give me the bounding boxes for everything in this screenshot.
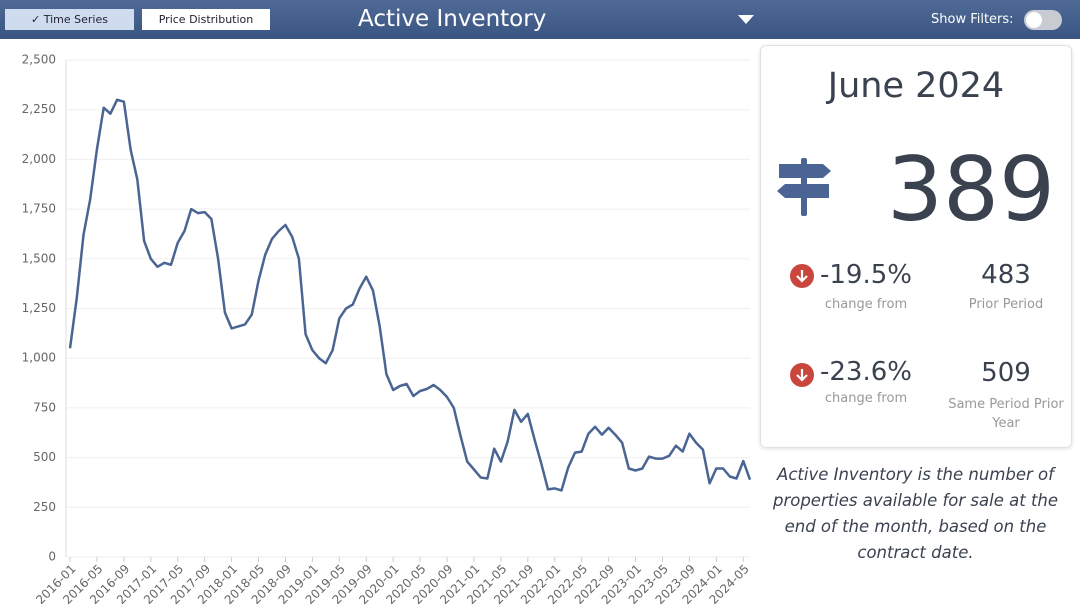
description: Active Inventory is the number of proper…: [772, 465, 1059, 562]
change-pct: -23.6%: [820, 357, 912, 387]
period: June 2024: [827, 66, 1005, 106]
kpi-value: 389: [887, 138, 1055, 241]
y-tick-label: 2,250: [22, 102, 56, 116]
tab-label: Time Series: [43, 13, 108, 26]
title: Active Inventory: [358, 6, 547, 32]
change-caption: change from: [824, 391, 908, 406]
y-tick-label: 1,250: [22, 301, 56, 315]
y-tick-label: 2,000: [22, 152, 56, 166]
y-tick-label: 0: [48, 550, 56, 564]
chart: 0 250 500 750 1,000 1,250 1,500 1,750 2,000 2,250…: [22, 53, 752, 608]
y-tick-label: 500: [33, 450, 56, 464]
dropdown[interactable]: [738, 15, 754, 24]
ref-label: Same Period Prior Year: [948, 397, 1064, 431]
y-tick-label: 750: [33, 400, 56, 414]
y-tick-label: 250: [33, 500, 56, 514]
y-tick-label: 1,500: [22, 251, 56, 265]
filter-label: Show Filters:: [931, 12, 1014, 27]
tab-time-series[interactable]: ✓ Time Series: [5, 9, 134, 30]
down-arrow: [790, 363, 814, 387]
signpost-icon: [777, 158, 831, 216]
toggle[interactable]: [1024, 10, 1062, 30]
down-arrow: [790, 264, 814, 288]
tab-price-distribution[interactable]: Price Distribution: [142, 9, 270, 30]
ref-value: 483: [981, 260, 1031, 290]
header: ✓ Time Series Price Distribution Active …: [0, 0, 1080, 39]
change-pct: -19.5%: [820, 260, 912, 290]
ref-label: Prior Period: [968, 297, 1044, 312]
y-tick-label: 1,000: [22, 351, 56, 365]
y-tick-label: 2,500: [22, 53, 56, 67]
change-caption: change from: [824, 297, 908, 312]
kpi-card: June 2024 389 -19.5% change from 483 Pri…: [760, 45, 1072, 448]
line: [68, 98, 752, 492]
ref-value: 509: [981, 358, 1031, 388]
y-tick-label: 1,750: [22, 202, 56, 216]
